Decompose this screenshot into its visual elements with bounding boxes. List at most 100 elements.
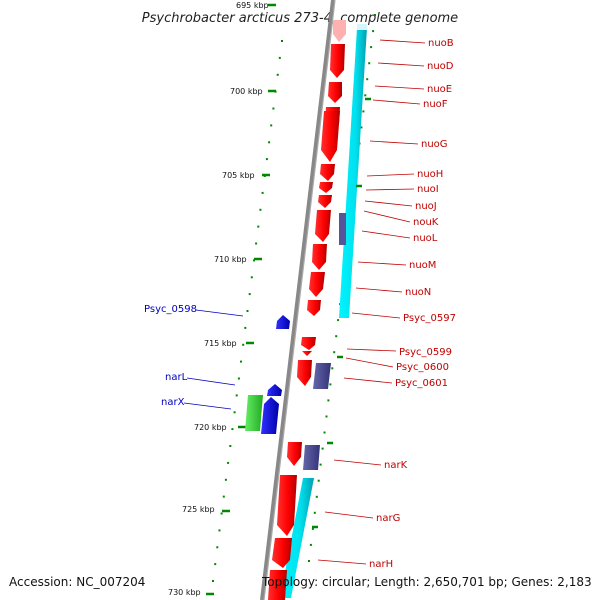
track-dot (276, 73, 279, 76)
track-dot (315, 495, 318, 498)
gene-label: Psyc_0601 (395, 378, 448, 389)
kbp-label: 695 kbp (236, 1, 269, 10)
accession-text: Accession: NC_007204 (9, 575, 145, 589)
gene-nuoM (312, 244, 327, 270)
track-dot (335, 335, 338, 338)
track-dot (231, 428, 234, 431)
gene-Psyc-0599 (301, 337, 316, 350)
track-dot (311, 527, 314, 530)
kbp-label: 705 kbp (222, 171, 255, 180)
track-dot (331, 367, 334, 370)
track-dot (319, 463, 322, 466)
gene-label: nuoD (427, 61, 454, 72)
track-dot (313, 511, 316, 514)
track-dot (268, 141, 271, 144)
track-dot (370, 46, 373, 49)
track-dot (337, 319, 340, 322)
leader (365, 188, 415, 191)
map-title: Psychrobacter arcticus 273-4, complete g… (142, 11, 458, 26)
genome-backbone (260, 0, 335, 600)
gene-nuoH (320, 164, 335, 181)
leader (317, 559, 367, 565)
track-dot (308, 560, 310, 562)
track-dot (360, 126, 363, 129)
gene-narX-green (245, 395, 263, 431)
gene-label: narL (165, 372, 188, 383)
track-dot (240, 360, 242, 363)
gene-label: nuoI (417, 184, 439, 195)
gene-label: nuoM (409, 260, 436, 271)
gene-Psyc-0600 (297, 360, 312, 386)
track-dot (309, 543, 312, 546)
track-dot (317, 479, 320, 482)
gene-label: Psyc_0600 (396, 362, 449, 373)
track-dot (374, 14, 376, 16)
cog-cap (357, 24, 367, 30)
gene-Psyc-0597 (307, 300, 321, 316)
gene-nuoL (315, 210, 331, 242)
track-dot (323, 431, 326, 434)
track-dot (212, 580, 214, 582)
track-dot (364, 94, 367, 97)
leader (186, 377, 236, 386)
leader (357, 261, 407, 266)
forward-genes (268, 20, 346, 600)
track-dot (235, 394, 238, 397)
track-dot (278, 56, 281, 59)
gene-nuoJ (318, 195, 332, 208)
track-dot (368, 62, 371, 65)
gene-narK (287, 442, 302, 466)
gene-narJ (268, 570, 287, 600)
gene-Psyc-0598 (276, 315, 290, 329)
gene-narX (261, 397, 279, 434)
gene-Psyc-0601 (313, 363, 331, 389)
leader (374, 85, 425, 90)
gene-label: nouK (413, 217, 439, 228)
leader (364, 200, 413, 207)
leader (361, 230, 411, 239)
track-dot (222, 495, 225, 498)
leader (351, 312, 401, 319)
track-dot (261, 191, 264, 194)
leader (343, 377, 393, 384)
leader (345, 357, 394, 368)
track-dot (242, 343, 245, 346)
leader (377, 62, 425, 67)
track-dot (329, 383, 332, 386)
track-dot (281, 40, 283, 42)
track-dot (224, 478, 227, 481)
leader (183, 402, 232, 410)
gene-label: narK (384, 460, 408, 471)
cog-markers (312, 97, 371, 529)
gene-label: nuoB (428, 38, 454, 49)
gene-Psyc-0599b (302, 351, 312, 356)
gene-nouK (339, 213, 346, 245)
cog-segment (339, 28, 367, 318)
kbp-label: 720 kbp (194, 423, 227, 432)
kbp-label: 715 kbp (204, 339, 237, 348)
leader (363, 210, 411, 223)
track-dot (257, 225, 260, 228)
gene-label: nuoN (405, 287, 431, 298)
leader (195, 309, 244, 317)
track-dot (220, 512, 223, 515)
purple-genes (303, 213, 346, 470)
gene-label: Psyc_0598 (144, 304, 197, 315)
gene-label: nuoL (413, 233, 438, 244)
reverse-genes (245, 315, 290, 434)
gene-nuoG (321, 111, 340, 162)
gene-narG (277, 475, 297, 536)
gene-narL (267, 384, 282, 396)
left-gene-labels: Psyc_0598 narL narX (144, 304, 244, 410)
track-dot (216, 546, 219, 549)
track-dot (362, 110, 365, 113)
track-dot (227, 461, 230, 464)
leader (379, 39, 426, 44)
kbp-label: 700 kbp (230, 87, 263, 96)
track-dot (272, 107, 275, 110)
track-dot (327, 399, 330, 402)
leader (324, 511, 374, 519)
track-dot (233, 411, 236, 414)
cog-segment (280, 478, 314, 598)
leader (355, 287, 403, 293)
